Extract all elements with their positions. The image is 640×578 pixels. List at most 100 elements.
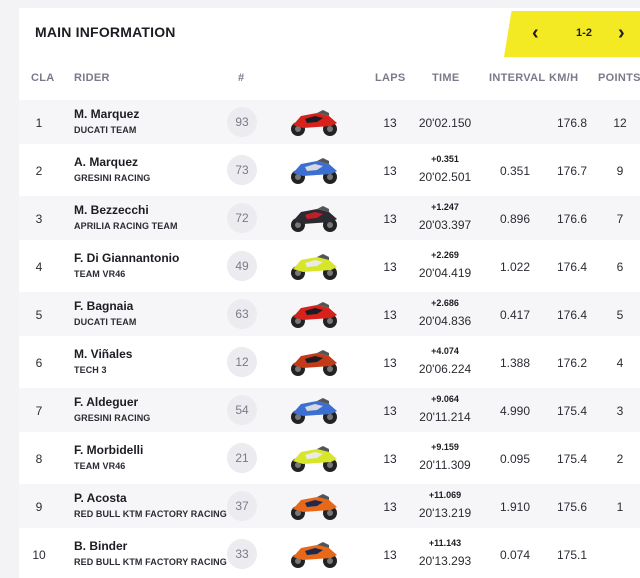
team-name: TEAM VR46 — [74, 269, 126, 279]
position: 8 — [35, 452, 43, 466]
rider-name[interactable]: P. Acosta — [74, 491, 127, 505]
rider-name[interactable]: M. Marquez — [74, 107, 140, 121]
gap-to-leader: +11.143 — [428, 538, 462, 548]
chevron-left-icon[interactable]: ‹ — [532, 22, 539, 44]
col-header-laps[interactable]: LAPS — [375, 72, 406, 84]
rider-name[interactable]: F. Di Giannantonio — [74, 251, 180, 265]
speed-kmh: 176.7 — [556, 164, 588, 178]
race-time: 20'02.501 — [418, 170, 472, 184]
rider-name[interactable]: F. Bagnaia — [74, 299, 134, 313]
points: 1 — [616, 500, 624, 514]
gap-to-leader: +1.247 — [431, 202, 459, 212]
page-range: 1-2 — [576, 27, 592, 39]
position: 4 — [35, 260, 43, 274]
team-name: DUCATI TEAM — [74, 125, 137, 135]
position: 5 — [35, 308, 43, 322]
speed-kmh: 176.4 — [556, 260, 588, 274]
speed-kmh: 176.4 — [556, 308, 588, 322]
laps: 13 — [383, 212, 397, 226]
table-row[interactable]: 6 M. Viñales TECH 3 12 13 +4.074 20'06.224 1.38… — [19, 340, 640, 384]
table-row[interactable]: 10 B. Binder RED BULL KTM FACTORY RACING 33… — [19, 532, 640, 576]
motorcycle-icon — [291, 350, 337, 376]
gap-to-leader: +9.064 — [431, 394, 459, 404]
col-header-time[interactable]: TIME — [432, 72, 460, 84]
position: 7 — [35, 404, 43, 418]
rider-number-badge: 73 — [227, 155, 257, 185]
col-header-number[interactable]: # — [238, 72, 245, 84]
gap-to-leader: +2.269 — [431, 250, 459, 260]
table-row[interactable]: 2 A. Marquez GRESINI RACING 73 13 +0.351 20'02… — [19, 148, 640, 192]
rider-name[interactable]: M. Viñales — [74, 347, 133, 361]
rider-name[interactable]: M. Bezzecchi — [74, 203, 149, 217]
speed-kmh: 175.1 — [556, 548, 588, 562]
team-name: TEAM VR46 — [74, 461, 126, 471]
speed-kmh: 176.6 — [556, 212, 588, 226]
table-row[interactable]: 1 M. Marquez DUCATI TEAM 93 13 20'02.150 176.8… — [19, 100, 640, 144]
team-name: RED BULL KTM FACTORY RACING — [74, 557, 227, 567]
team-name: TECH 3 — [74, 365, 107, 375]
race-time: 20'06.224 — [418, 362, 472, 376]
team-name: APRILIA RACING TEAM — [74, 221, 178, 231]
race-time: 20'13.219 — [418, 506, 472, 520]
position: 2 — [35, 164, 43, 178]
speed-kmh: 176.2 — [556, 356, 588, 370]
interval: 1.022 — [499, 260, 531, 274]
interval: 0.417 — [499, 308, 531, 322]
col-header-rider[interactable]: RIDER — [74, 72, 110, 84]
interval: 0.095 — [499, 452, 531, 466]
rider-name[interactable]: B. Binder — [74, 539, 128, 553]
motorcycle-icon — [291, 494, 337, 520]
interval: 0.074 — [499, 548, 531, 562]
motorcycle-icon — [291, 398, 337, 424]
laps: 13 — [383, 452, 397, 466]
table-row[interactable]: 3 M. Bezzecchi APRILIA RACING TEAM 72 13 +1.2… — [19, 196, 640, 240]
points: 4 — [616, 356, 624, 370]
rider-number-badge: 72 — [227, 203, 257, 233]
col-header-kmh[interactable]: KM/H — [549, 72, 579, 84]
points: 2 — [616, 452, 624, 466]
rider-name[interactable]: F. Aldeguer — [74, 395, 139, 409]
laps: 13 — [383, 116, 397, 130]
rider-number-badge: 54 — [227, 395, 257, 425]
rider-number-badge: 21 — [227, 443, 257, 473]
pagination: ‹ 1-2 › — [504, 11, 640, 57]
chevron-right-icon[interactable]: › — [618, 22, 625, 44]
laps: 13 — [383, 500, 397, 514]
race-time: 20'11.309 — [419, 458, 471, 472]
laps: 13 — [383, 356, 397, 370]
laps: 13 — [383, 260, 397, 274]
col-header-points[interactable]: POINTS — [598, 72, 640, 84]
team-name: GRESINI RACING — [74, 173, 151, 183]
position: 9 — [35, 500, 43, 514]
laps: 13 — [383, 548, 397, 562]
motorcycle-icon — [291, 446, 337, 472]
table-row[interactable]: 7 F. Aldeguer GRESINI RACING 54 13 +9.064 20'1… — [19, 388, 640, 432]
table-row[interactable]: 9 P. Acosta RED BULL KTM FACTORY RACING 37 1… — [19, 484, 640, 528]
race-time: 20'03.397 — [418, 218, 472, 232]
race-time: 20'04.836 — [418, 314, 472, 328]
gap-to-leader: +9.159 — [431, 442, 459, 452]
team-name: RED BULL KTM FACTORY RACING — [74, 509, 227, 519]
race-time: 20'02.150 — [418, 116, 472, 130]
rider-name[interactable]: F. Morbidelli — [74, 443, 144, 457]
gap-to-leader: +2.686 — [431, 298, 459, 308]
points: 9 — [616, 164, 624, 178]
gap-to-leader: +0.351 — [431, 154, 459, 164]
results-panel: MAIN INFORMATION ‹ 1-2 › CLA RIDER # LAP… — [19, 8, 640, 578]
table-row[interactable]: 5 F. Bagnaia DUCATI TEAM 63 13 +2.686 20'04.83… — [19, 292, 640, 336]
motorcycle-icon — [291, 254, 337, 280]
interval: 0.351 — [499, 164, 531, 178]
points: 6 — [616, 260, 624, 274]
points: 3 — [616, 404, 624, 418]
position: 1 — [35, 116, 43, 130]
col-header-cla[interactable]: CLA — [31, 72, 55, 84]
col-header-interval[interactable]: INTERVAL — [489, 72, 546, 84]
motorcycle-icon — [291, 158, 337, 184]
laps: 13 — [383, 164, 397, 178]
table-row[interactable]: 8 F. Morbidelli TEAM VR46 21 13 +9.159 20'11.3… — [19, 436, 640, 480]
rider-name[interactable]: A. Marquez — [74, 155, 139, 169]
table-row[interactable]: 4 F. Di Giannantonio TEAM VR46 49 13 +2.269 20… — [19, 244, 640, 288]
points: 5 — [616, 308, 624, 322]
race-time: 20'11.214 — [419, 410, 471, 424]
section-title: MAIN INFORMATION — [35, 24, 176, 40]
